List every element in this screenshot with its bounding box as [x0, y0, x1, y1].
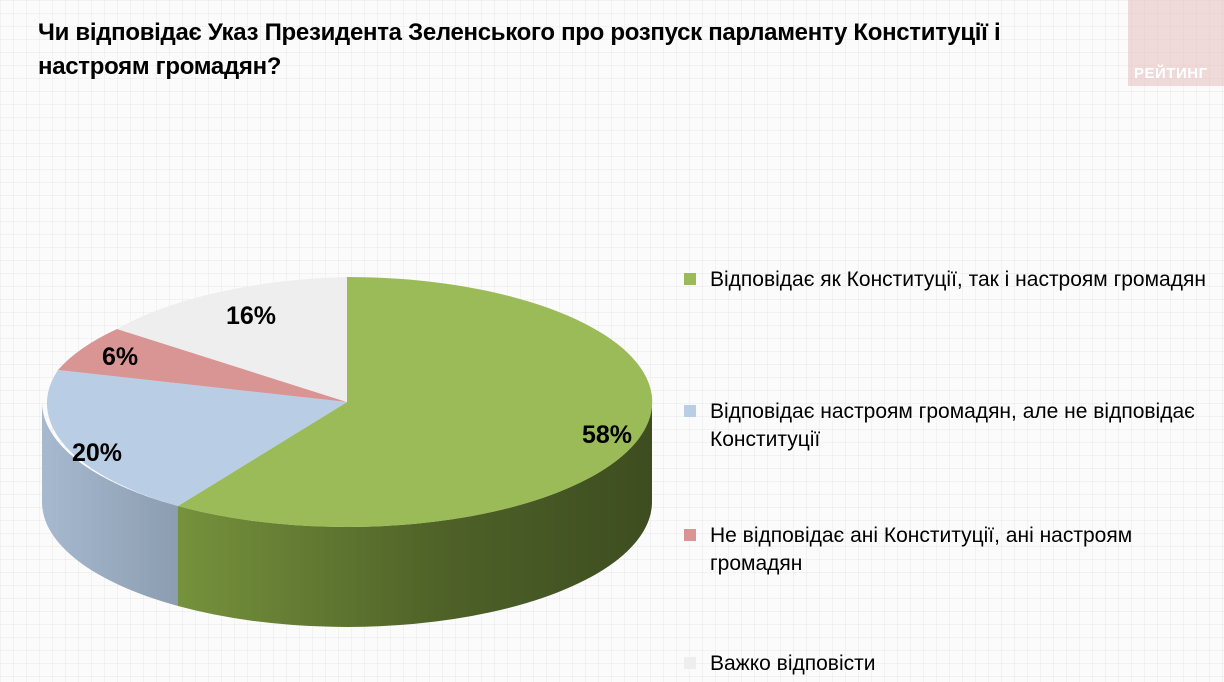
legend-swatch-green-icon: [684, 273, 696, 285]
legend-label: Відповідає настроям громадян, але не від…: [710, 400, 1195, 451]
slice-blue[interactable]: [46, 370, 348, 506]
legend-label: Не відповідає ані Конституції, ані настр…: [710, 524, 1133, 575]
pie-chart: 58% 20% 6% 16%: [42, 276, 653, 627]
legend-swatch-red-icon: [684, 529, 696, 541]
label-16: 16%: [226, 302, 276, 330]
label-6: 6%: [102, 343, 138, 371]
legend-label: Важко відповісти: [710, 652, 876, 675]
legend-label: Відповідає як Конституції, так і настроя…: [710, 268, 1206, 291]
label-20: 20%: [72, 439, 122, 467]
slice-red[interactable]: [58, 329, 347, 402]
label-58: 58%: [582, 421, 632, 449]
slice-green[interactable]: [178, 276, 653, 527]
legend-swatch-blue-icon: [684, 405, 696, 417]
brand-watermark: РЕЙТИНГ: [1128, 0, 1224, 86]
legend-item-green: Відповідає як Конституції, так і настроя…: [684, 266, 1220, 294]
legend-item-red: Не відповідає ані Конституції, ані настр…: [684, 522, 1150, 578]
legend-item-gray: Важко відповісти: [684, 650, 1220, 678]
legend-swatch-gray-icon: [684, 657, 696, 669]
chart-title: Чи відповідає Указ Президента Зеленськог…: [38, 19, 1001, 80]
brand-watermark-text: РЕЙТИНГ: [1134, 65, 1208, 82]
slice-side-green: [178, 402, 652, 627]
slice-side-blue: [42, 402, 178, 606]
slice-gray[interactable]: [117, 277, 347, 402]
legend-item-blue: Відповідає настроям громадян, але не від…: [684, 398, 1210, 454]
